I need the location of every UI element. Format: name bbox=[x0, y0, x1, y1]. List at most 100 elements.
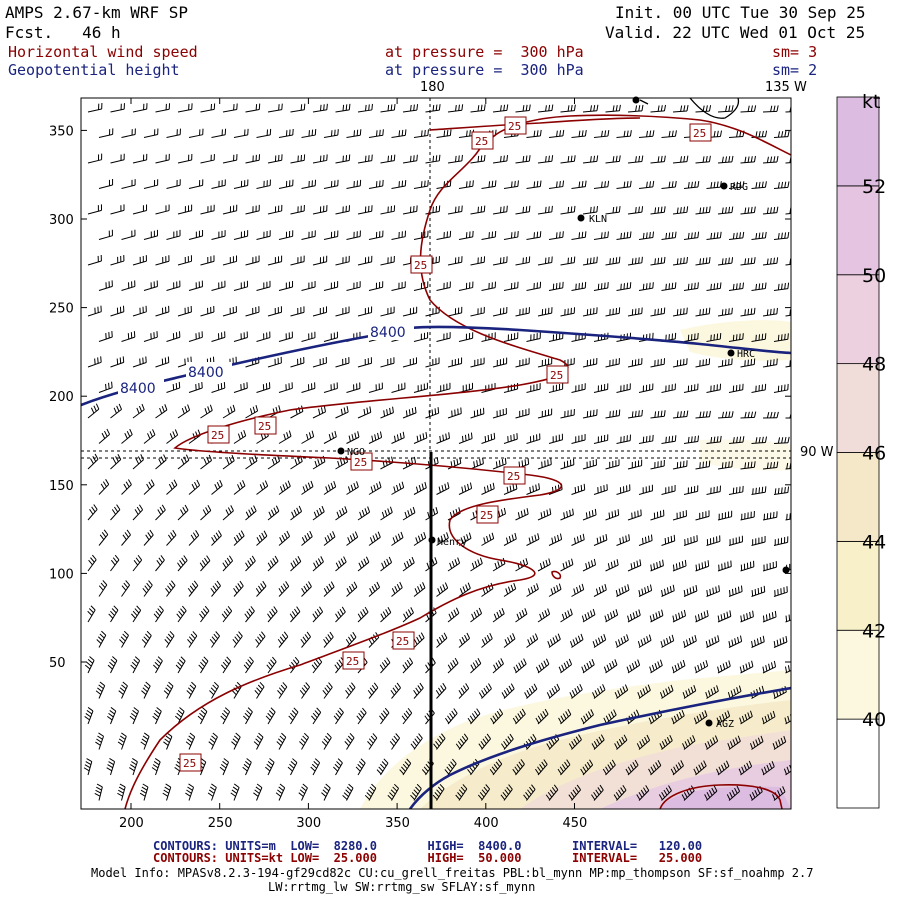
wind-barb bbox=[132, 204, 148, 215]
wind-barb bbox=[773, 436, 790, 444]
wind-speed-contours bbox=[124, 114, 791, 809]
forecast-hour: Fcst. 46 h bbox=[5, 23, 121, 42]
wind-barb bbox=[153, 656, 163, 674]
wind-barb bbox=[773, 486, 790, 495]
wind-barb bbox=[436, 432, 450, 444]
wind-barb bbox=[501, 733, 514, 750]
x-tick-label: 200 bbox=[119, 816, 144, 831]
wind-barb bbox=[98, 381, 113, 393]
wind-barb bbox=[321, 732, 332, 750]
wind-barb bbox=[98, 428, 111, 444]
wind-barb bbox=[638, 130, 655, 138]
wind-barb bbox=[470, 607, 483, 623]
wind-barb bbox=[139, 783, 149, 801]
wind-barb bbox=[716, 760, 730, 776]
wind-barb bbox=[131, 605, 142, 623]
speed-label: 25 bbox=[211, 429, 224, 442]
wind-barb bbox=[762, 660, 777, 674]
wind-barb bbox=[717, 307, 733, 317]
wind-barb bbox=[96, 630, 107, 648]
wind-barb bbox=[335, 406, 349, 419]
wind-barb bbox=[627, 358, 643, 368]
wind-barb bbox=[121, 580, 130, 597]
wind-barb bbox=[481, 382, 496, 393]
wind-barb bbox=[87, 103, 103, 113]
model-info-2: LW:rrtmg_lw SW:rrtmg_sw SFLAY:sf_mynn bbox=[268, 880, 536, 894]
wind-barb bbox=[717, 460, 733, 470]
wind-barb bbox=[548, 281, 564, 291]
wind-barb bbox=[357, 506, 371, 521]
wind-barb bbox=[155, 404, 168, 419]
wind-barb bbox=[593, 533, 608, 546]
wind-barb bbox=[717, 660, 731, 674]
wind-barb bbox=[683, 485, 699, 495]
wind-barb bbox=[797, 181, 812, 188]
wind-barb bbox=[200, 504, 212, 521]
wind-barb bbox=[470, 557, 483, 572]
wind-barb bbox=[706, 485, 721, 495]
wind-barb bbox=[413, 481, 427, 495]
wind-barb bbox=[84, 707, 94, 725]
wind-barb bbox=[591, 734, 605, 750]
wind-barb bbox=[425, 154, 441, 164]
wind-barb bbox=[290, 255, 305, 266]
wind-barb bbox=[592, 684, 606, 699]
wind-barb bbox=[526, 332, 541, 342]
wind-barb bbox=[402, 506, 416, 521]
wind-barbs bbox=[83, 103, 812, 801]
wind-barb bbox=[83, 758, 93, 776]
wind-barb bbox=[537, 458, 552, 470]
wind-barb bbox=[402, 556, 415, 572]
colorbar-label: 40 bbox=[862, 709, 886, 731]
wind-barb bbox=[132, 103, 148, 113]
wind-barb bbox=[785, 156, 791, 164]
wind-barb bbox=[649, 609, 664, 623]
wind-barb bbox=[87, 153, 103, 164]
wind-barb bbox=[166, 229, 181, 240]
wind-barb bbox=[164, 630, 175, 648]
wind-barb bbox=[560, 104, 576, 113]
wind-barb bbox=[683, 634, 697, 648]
wind-barb bbox=[615, 584, 630, 597]
wind-barb bbox=[650, 256, 666, 266]
wind-barb bbox=[492, 205, 508, 215]
wind-barb bbox=[233, 230, 249, 240]
wind-barb bbox=[200, 204, 215, 215]
wind-barb bbox=[391, 431, 405, 444]
wind-barb bbox=[762, 155, 779, 164]
colorbar-unit: kt bbox=[862, 91, 880, 113]
wind-barb bbox=[245, 154, 261, 164]
wind-barb bbox=[582, 307, 598, 317]
wind-barb bbox=[335, 606, 346, 623]
wind-barb bbox=[470, 657, 482, 674]
wind-barb bbox=[537, 104, 554, 113]
wind-barb bbox=[582, 357, 598, 368]
wind-barb bbox=[380, 357, 395, 368]
wind-barb bbox=[545, 784, 559, 801]
wind-barb bbox=[447, 407, 462, 419]
wind-barb bbox=[582, 155, 599, 164]
wind-barb bbox=[603, 659, 618, 674]
wind-barb bbox=[661, 180, 677, 189]
wind-barb bbox=[141, 630, 152, 648]
wind-barb bbox=[110, 504, 121, 521]
plot-frame bbox=[80, 97, 792, 810]
wind-barb bbox=[682, 685, 697, 699]
speed-label: 25 bbox=[550, 369, 563, 382]
colorbar-label: 46 bbox=[862, 443, 886, 465]
wind-barb bbox=[413, 632, 425, 648]
wind-barb bbox=[132, 255, 147, 266]
wind-barb bbox=[717, 257, 734, 266]
wind-barb bbox=[740, 155, 756, 164]
wind-barb bbox=[650, 155, 666, 164]
wind-barb bbox=[389, 733, 401, 750]
wind-barb bbox=[616, 484, 631, 495]
wind-barb bbox=[751, 585, 766, 597]
wind-barb bbox=[661, 435, 677, 444]
wind-barb bbox=[515, 508, 529, 521]
wind-barb bbox=[290, 103, 306, 113]
x-tick-label: 400 bbox=[474, 816, 499, 831]
wind-barb bbox=[458, 632, 471, 648]
wind-barb bbox=[785, 105, 791, 113]
wind-barb bbox=[478, 733, 491, 750]
